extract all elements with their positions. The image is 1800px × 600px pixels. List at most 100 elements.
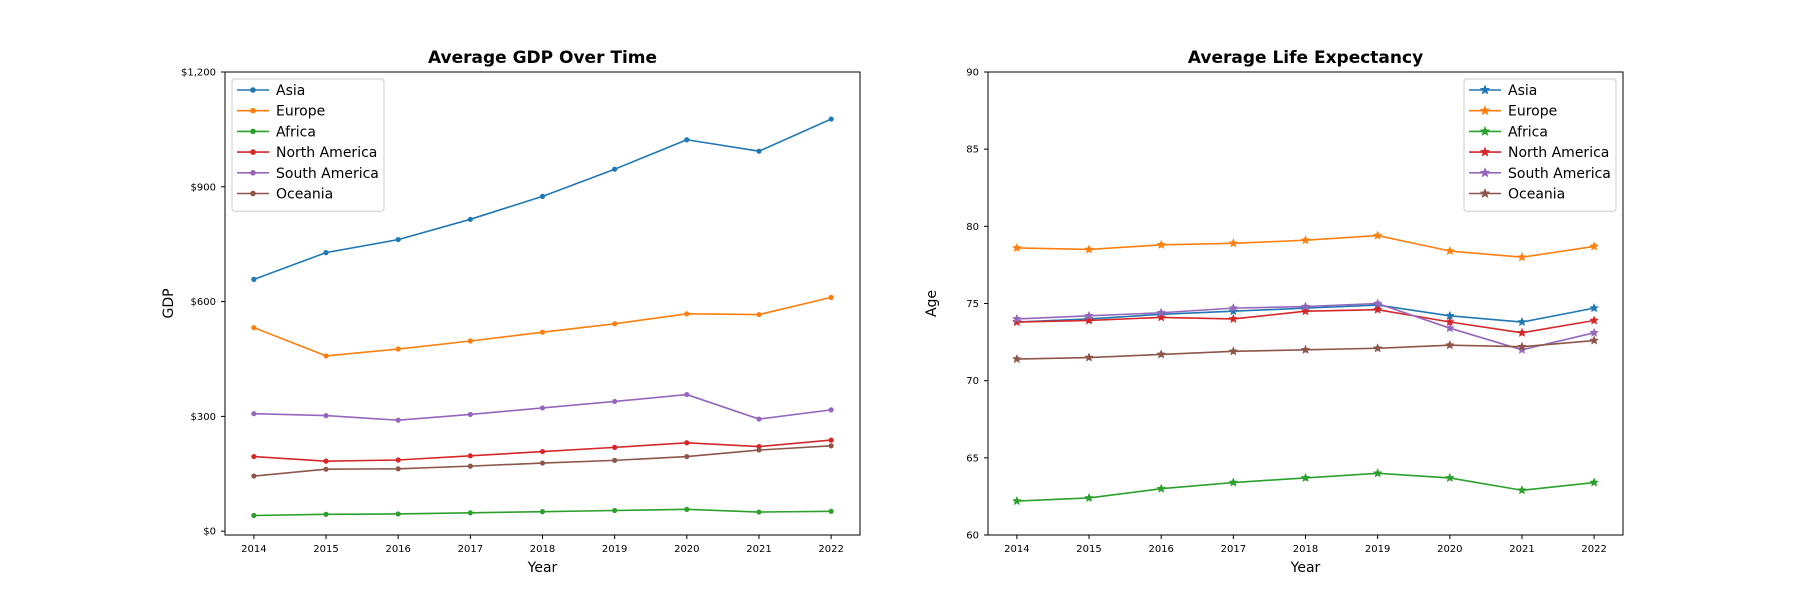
data-point [1517,327,1527,337]
data-point [612,507,618,514]
data-point [251,473,257,479]
legend-label: Asia [1508,83,1537,99]
data-point [1589,302,1600,313]
data-point [1228,302,1239,313]
legend-marker [250,170,256,176]
data-point [1228,306,1239,316]
data-point [467,463,473,469]
chart-title: Average Life Expectancy [1188,48,1423,68]
plot-area [251,116,834,519]
data-point [828,437,834,443]
data-point [756,447,762,453]
data-point [612,444,618,450]
data-point [684,311,690,317]
legend-marker [250,107,256,114]
legend-item: Oceania [1469,187,1565,203]
legend: Asia Europe Africa North America South Ameri… [1463,78,1617,212]
series-asia [251,116,834,282]
data-point [828,407,834,413]
data-point [1156,239,1167,250]
data-point [1228,346,1239,356]
data-point [467,510,473,516]
data-point [395,236,401,243]
legend: Asia Europe Africa North America South Ameri… [231,78,385,212]
data-point [684,137,690,143]
x-tick-label: 2020 [1437,544,1462,555]
legend-marker [250,149,256,155]
legend-label: North America [1508,145,1609,161]
data-point [539,329,546,335]
legend-item: South America [237,166,379,182]
x-tick-label: 2014 [1004,544,1029,555]
legend-marker [250,87,256,93]
data-point [1517,341,1527,351]
data-point [539,448,546,455]
data-point [828,116,834,122]
data-point [1084,492,1094,503]
data-point [756,311,762,318]
data-point [1589,327,1600,337]
data-point [539,460,546,466]
data-point [1372,468,1383,478]
legend-item: North America [1469,145,1609,161]
y-tick-label: 90 [966,68,979,79]
data-point [1444,340,1455,350]
x-tick-label: 2021 [1509,544,1534,555]
legend-box [231,78,385,212]
data-point [1589,315,1600,325]
series-north-america [1011,304,1600,337]
y-tick-label: 70 [966,376,979,387]
data-point [1228,313,1239,324]
series-africa [1011,468,1600,506]
legend-marker [1479,187,1491,199]
x-tick-label: 2022 [818,544,843,555]
y-tick-label: 85 [966,145,979,156]
legend-item: North America [237,145,377,161]
legend-label: South America [1508,166,1611,182]
data-point [1589,241,1600,251]
data-point [323,353,329,359]
y-tick-label: $900 [191,182,216,193]
data-point [1228,238,1239,248]
data-point [612,166,618,172]
data-point [1011,316,1022,327]
data-point [323,466,329,472]
legend-label: Africa [276,124,316,140]
data-point [1589,477,1600,487]
y-axis-label: Age [924,290,940,317]
data-point [395,417,401,423]
series-africa [251,506,834,519]
data-point [1300,235,1311,245]
data-point [828,508,834,514]
data-point [1444,472,1455,483]
data-point [1372,230,1383,240]
legend-marker [1479,84,1491,95]
data-point [1517,316,1527,327]
data-point [323,458,329,464]
data-point [467,216,473,222]
series-south-america [1011,298,1600,354]
legend-marker [1479,105,1491,116]
legend-marker [1479,167,1491,178]
data-point [467,453,473,459]
data-point [323,413,329,419]
data-point [1156,312,1167,322]
legend-item: Africa [237,124,316,140]
legend-item: Asia [1469,83,1537,99]
x-tick-label: 2017 [458,544,483,555]
legend-marker [250,190,256,197]
legend-label: Europe [1508,104,1557,120]
x-tick-label: 2016 [385,544,410,555]
series-europe [251,294,834,359]
series-europe [1011,230,1600,262]
data-point [1011,495,1022,506]
data-point [1156,307,1167,317]
legend-item: Europe [237,104,325,120]
x-tick-label: 2019 [1365,544,1390,555]
x-axis-label: Year [527,560,558,576]
x-tick-label: 2020 [674,544,699,555]
data-point [828,443,834,449]
data-point [1517,485,1527,495]
data-point [1300,301,1311,311]
plot-frame [224,71,861,536]
